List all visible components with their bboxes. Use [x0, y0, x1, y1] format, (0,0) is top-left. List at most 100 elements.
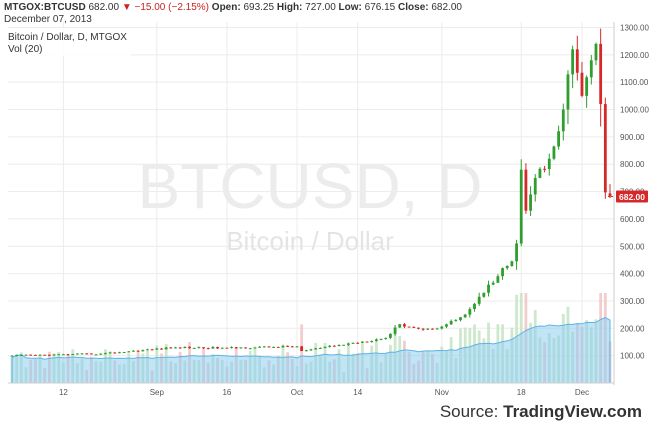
open-label: Open: [211, 2, 241, 13]
candle-body [421, 328, 425, 330]
candle-body [290, 346, 294, 348]
candle-body [206, 348, 210, 350]
candle-body [132, 350, 135, 352]
candle-body [547, 158, 551, 170]
candle-body [160, 348, 163, 350]
candle-body [393, 327, 397, 334]
candle-body [575, 49, 579, 73]
header-line: MTGOX:BTCUSD 682.00 ▼ −15.00 (−2.15%) Op… [4, 2, 462, 13]
y-tick-label: 1300.00 [620, 23, 649, 32]
y-tick-label: 200.00 [620, 324, 645, 333]
source-credit: Source: TradingView.com [440, 402, 642, 422]
candle-body [174, 347, 177, 349]
candle-body [230, 347, 233, 349]
candle-body [286, 345, 290, 347]
candle-body [52, 354, 56, 356]
watermark: BTCUSD, D Bitcoin / Dollar [138, 150, 483, 256]
candle-body [19, 355, 23, 357]
candle-body [47, 354, 51, 356]
candle-body [295, 346, 299, 348]
candle-body [360, 341, 364, 343]
candle-body [202, 347, 205, 349]
candle-body [585, 77, 589, 96]
candle-body [267, 346, 271, 348]
candle-body [346, 343, 350, 345]
candle-body [417, 327, 420, 329]
candle-body [524, 169, 528, 211]
candle-body [150, 349, 154, 351]
date-line: December 07, 2013 [4, 14, 92, 25]
candle-body [164, 347, 168, 350]
candle-body [10, 355, 14, 357]
candle-body [314, 348, 318, 350]
candle-body [234, 347, 238, 349]
candle-body [510, 261, 514, 266]
candle-body [473, 303, 476, 310]
volume-ma-area [11, 317, 611, 384]
x-tick-label: 12 [59, 388, 68, 397]
candle-body [608, 193, 612, 197]
candle-body [188, 346, 191, 349]
candle-body [197, 347, 201, 349]
candle-body [57, 354, 61, 356]
candle-body [440, 326, 444, 329]
y-tick-label: 100.00 [620, 352, 645, 361]
candle-body [449, 321, 453, 325]
candle-body [216, 347, 219, 349]
candle-body [519, 169, 523, 244]
axes: 100.00200.00300.00400.00500.00600.00700.… [8, 22, 649, 397]
candle-body [309, 349, 313, 351]
candle-body [389, 333, 392, 338]
candle-body [323, 346, 327, 348]
x-tick-label: 18 [517, 388, 526, 397]
candle-body [80, 353, 84, 355]
candle-body [113, 352, 117, 354]
last-price-text: 682.00 [619, 192, 645, 202]
candle-body [412, 326, 416, 328]
candle-body [561, 109, 565, 132]
candle-body [155, 348, 159, 350]
candle-body [431, 328, 434, 330]
x-tick-label: Sep [150, 388, 165, 397]
watermark-sub: Bitcoin / Dollar [226, 226, 394, 256]
candle-body [454, 320, 458, 322]
candle-body [375, 339, 378, 342]
candle-body [603, 104, 607, 193]
symbol: MTGOX:BTCUSD [4, 2, 86, 13]
candle-body [192, 347, 196, 349]
candle-body [505, 265, 509, 269]
candle-body [178, 347, 182, 349]
candle-body [477, 296, 481, 304]
candle-body [468, 309, 472, 315]
candle-body [276, 346, 280, 348]
candle-body [445, 324, 448, 327]
last-price-marker: 682.00 [608, 190, 648, 203]
candle-body [99, 353, 103, 355]
candle-body [351, 342, 355, 344]
candle-body [342, 344, 346, 346]
candle-body [118, 352, 121, 354]
y-tick-label: 600.00 [620, 215, 645, 224]
y-tick-label: 300.00 [620, 297, 645, 306]
x-tick-label: Dec [575, 388, 589, 397]
x-tick-label: 14 [353, 388, 362, 397]
candle-body [501, 268, 504, 277]
candle-body [220, 347, 224, 349]
candle-body [272, 346, 276, 348]
y-tick-label: 800.00 [620, 160, 645, 169]
high-label: High: [276, 2, 303, 13]
candle-body [94, 354, 98, 356]
candle-body [407, 326, 411, 328]
candle-body [262, 346, 266, 348]
watermark-main: BTCUSD, D [138, 150, 483, 222]
candle-body [85, 353, 89, 355]
candle-body [487, 284, 490, 293]
candle-body [122, 352, 126, 354]
candle-body [183, 346, 187, 349]
candle-body [529, 194, 532, 211]
candle-body [332, 345, 336, 347]
candle-body [365, 341, 369, 343]
candle-body [136, 350, 140, 352]
y-tick-label: 500.00 [620, 242, 645, 251]
